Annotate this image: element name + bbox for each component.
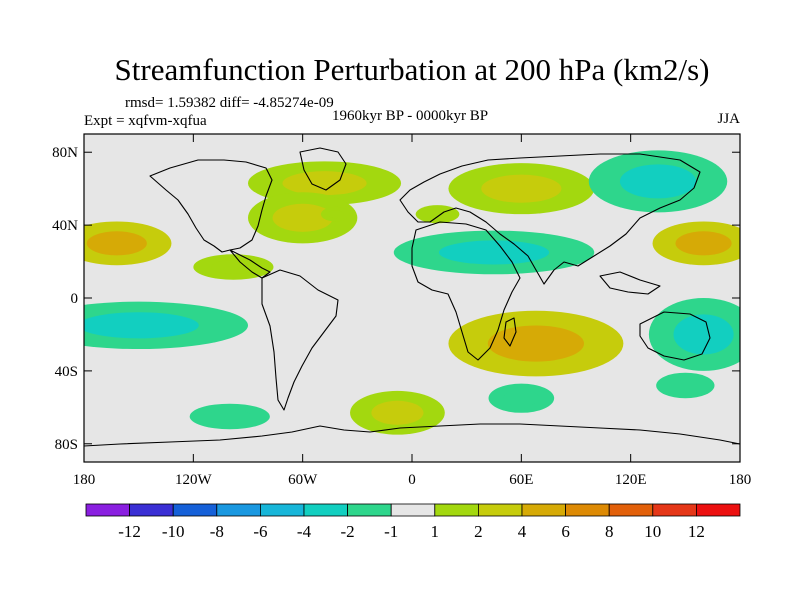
anomaly-region (448, 310, 624, 377)
north-america-coast (149, 159, 273, 253)
anomaly-region-core (619, 164, 697, 199)
stats-text: rmsd= 1.59382 diff= -4.85274e-09 (125, 95, 334, 111)
anomaly-region (320, 206, 351, 222)
colorbar-label: -8 (210, 522, 224, 541)
south-america-coast (261, 269, 339, 411)
anomaly-field (84, 150, 740, 435)
anomaly-region-core (207, 409, 252, 424)
colorbar-label: -12 (118, 522, 141, 541)
anomaly-region-core (282, 171, 367, 196)
colorbar-box (652, 503, 697, 517)
x-tick-label: 120W (175, 472, 213, 488)
x-tick-label: 120E (615, 472, 647, 488)
anomaly-region-core (487, 325, 585, 362)
anomaly-region (448, 163, 595, 215)
map-axes: 180 120W 60W 0 60E 120E 180 80N 40N 0 40S 80S (52, 134, 751, 488)
anomaly-region-core (673, 314, 734, 355)
y-tick-label: 80N (52, 145, 78, 161)
y-tick-label: 40N (52, 218, 78, 234)
colorbar: -12 -10 -8 -6 -4 -2 -1 1 2 4 6 8 10 12 (85, 503, 741, 541)
anomaly-region (84, 301, 248, 350)
colorbar-label: -6 (253, 522, 267, 541)
colorbar-label: 4 (518, 522, 527, 541)
anomaly-region-core (425, 209, 450, 220)
colorbar-box (129, 503, 174, 517)
x-tick-label: 60E (509, 472, 533, 488)
anomaly-region-core (211, 260, 256, 275)
season-label: JJA (717, 111, 740, 127)
madagascar-coast (503, 317, 517, 347)
anomaly-region (247, 192, 358, 244)
eurasia-coast (399, 153, 701, 285)
anomaly-region (84, 221, 172, 266)
expt-text: Expt = xqfvm-xqfua (84, 113, 207, 129)
anomaly-region (588, 150, 728, 213)
anomaly-region-core (327, 210, 344, 219)
colorbar-box (608, 503, 654, 517)
colorbar-box (216, 503, 261, 517)
anomaly-region (652, 221, 740, 266)
anomaly-region (350, 390, 445, 435)
colorbar-label: 8 (605, 522, 614, 541)
x-tick-label: 180 (73, 472, 96, 488)
anomaly-region-core (84, 312, 199, 339)
colorbar-box (565, 503, 610, 517)
anomaly-region-core (675, 231, 732, 256)
y-tick-label: 40S (55, 364, 78, 380)
anomaly-region-core (481, 174, 562, 203)
colorbar-box (521, 503, 566, 517)
colorbar-box (477, 503, 523, 517)
anomaly-region (189, 403, 270, 430)
africa-coast (411, 221, 521, 361)
y-tick-label: 0 (71, 291, 79, 307)
colorbar-box (390, 503, 436, 517)
colorbar-box (434, 503, 479, 517)
colorbar-box (303, 503, 348, 517)
anomaly-region-core (669, 378, 702, 393)
x-tick-label: 0 (408, 472, 416, 488)
colorbar-box (172, 503, 218, 517)
antarctica-coast (84, 423, 740, 447)
anomaly-region-core (503, 390, 540, 407)
chart-title: Streamfunction Perturbation at 200 hPa (… (115, 52, 710, 87)
anomaly-region-core (438, 240, 550, 265)
australia-coast (639, 311, 711, 361)
colorbar-box (696, 503, 741, 517)
map-panel: 180 120W 60W 0 60E 120E 180 80N 40N 0 40S 80S (52, 133, 751, 488)
colorbar-label: -2 (341, 522, 355, 541)
anomaly-region (393, 230, 595, 275)
anomaly-region (488, 383, 555, 413)
colorbar-label: -10 (162, 522, 185, 541)
colorbar-label: -1 (384, 522, 398, 541)
colorbar-label: 6 (561, 522, 570, 541)
colorbar-box (85, 503, 130, 517)
colorbar-label: 10 (644, 522, 661, 541)
colorbar-label: 2 (474, 522, 483, 541)
anomaly-region (648, 298, 740, 371)
anomaly-region-core (371, 400, 424, 425)
colorbar-label: 1 (431, 522, 440, 541)
central-america-coast (229, 249, 271, 279)
anomaly-region-core (272, 203, 333, 232)
anomaly-region (656, 372, 715, 399)
coastlines (84, 147, 740, 447)
colorbar-label: 12 (688, 522, 705, 541)
anomaly-region (415, 205, 460, 224)
x-tick-label: 60W (288, 472, 318, 488)
period-text: 1960kyr BP - 0000kyr BP (332, 108, 488, 124)
x-tick-label: 180 (729, 472, 752, 488)
greenland-coast (299, 147, 347, 191)
colorbar-label: -4 (297, 522, 312, 541)
southeast-asia-islands (599, 271, 661, 295)
colorbar-box (259, 503, 305, 517)
colorbar-box (347, 503, 392, 517)
y-tick-label: 80S (55, 437, 78, 453)
anomaly-region-core (86, 231, 147, 256)
